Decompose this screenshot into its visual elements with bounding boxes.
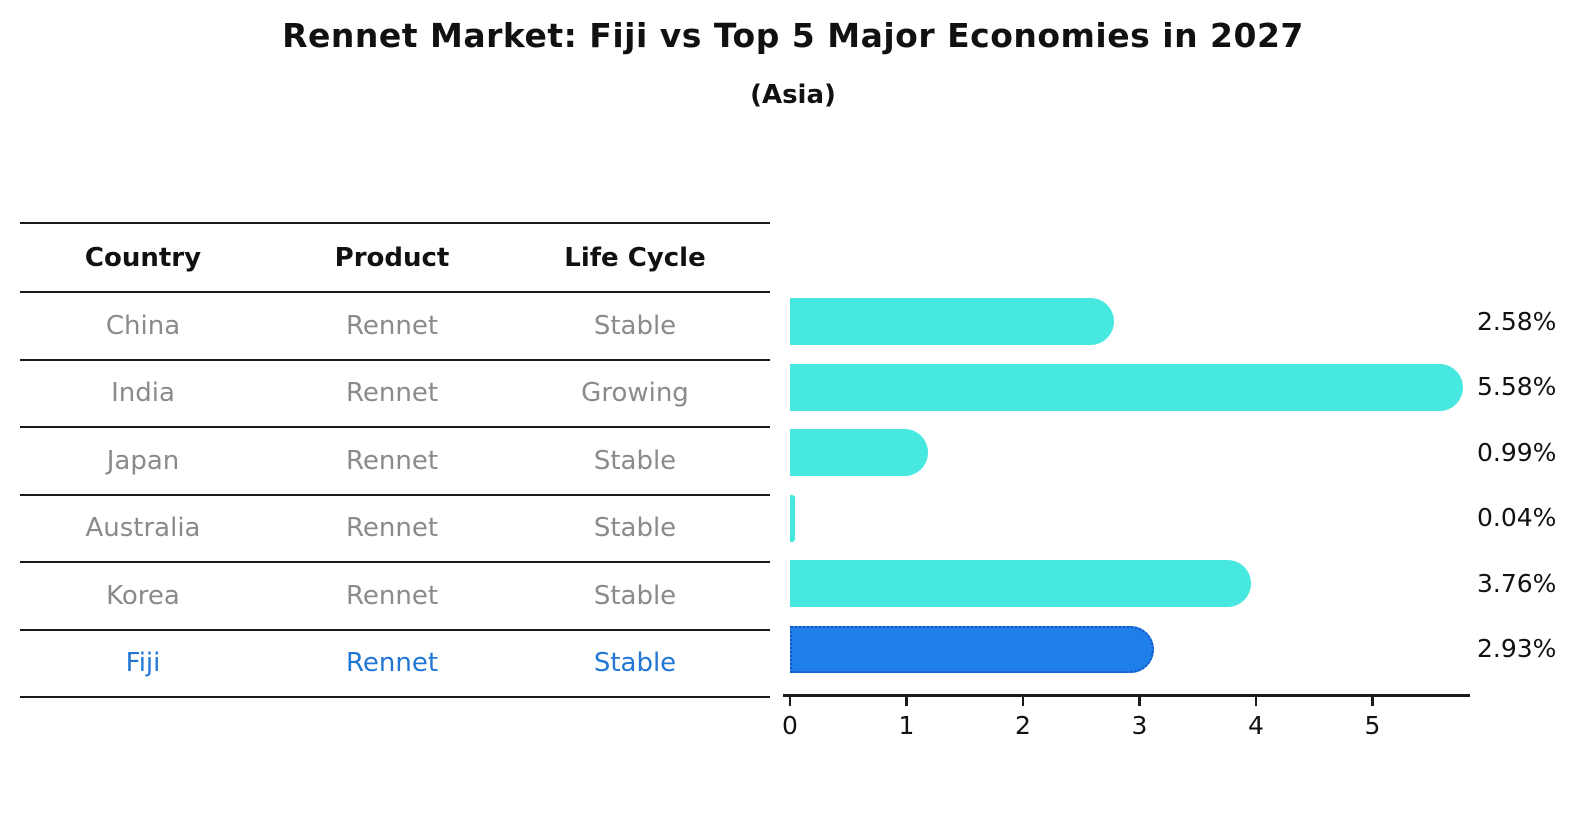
country-cell: Korea [106, 580, 180, 611]
chart-subtitle: (Asia) [750, 80, 836, 110]
country-cell: Japan [106, 445, 180, 476]
product-cell: Rennet [345, 378, 439, 409]
value-label: 5.58% [1477, 372, 1557, 402]
table-row: Korea Rennet Stable [20, 563, 770, 631]
x-axis-tick-label: 3 [1131, 711, 1148, 740]
value-label: 0.99% [1477, 437, 1557, 467]
x-axis-tick-label: 1 [898, 711, 915, 740]
product-cell: Rennet [345, 445, 439, 476]
value-label: 2.93% [1477, 634, 1557, 664]
product-cell: Rennet [345, 648, 439, 679]
x-axis-line [783, 694, 1470, 697]
life-cycle-cell: Stable [593, 580, 677, 611]
x-axis-tick [905, 695, 908, 706]
value-label: 0.04% [1477, 503, 1557, 533]
table-row: Japan Rennet Stable [20, 428, 770, 496]
bar-china [790, 298, 1114, 346]
life-cycle-cell: Stable [593, 648, 677, 679]
country-table: Country Product Life Cycle China Rennet … [20, 222, 770, 698]
bar-india [790, 363, 1464, 411]
life-cycle-cell: Stable [593, 445, 677, 476]
country-cell: Australia [85, 513, 201, 544]
bar-fiji-highlighted [790, 625, 1155, 673]
chart-title: Rennet Market: Fiji vs Top 5 Major Econo… [282, 16, 1304, 55]
country-cell: Fiji [125, 648, 161, 679]
product-cell: Rennet [345, 513, 439, 544]
bar-korea [790, 560, 1252, 608]
bar-australia [790, 494, 795, 542]
x-axis-tick-label: 5 [1364, 711, 1381, 740]
x-axis-tick [1138, 695, 1141, 706]
product-cell: Rennet [345, 310, 439, 341]
x-axis-tick [1254, 695, 1258, 706]
x-axis-tick-label: 2 [1015, 711, 1031, 740]
value-label: 3.76% [1477, 568, 1557, 598]
bar-japan [790, 429, 929, 477]
table-row: Australia Rennet Stable [20, 496, 770, 563]
table-row: China Rennet Stable [20, 293, 770, 361]
product-cell: Rennet [345, 580, 439, 611]
x-axis-tick-label: 0 [782, 711, 798, 740]
table-row-fiji-highlighted: Fiji Rennet Stable [20, 631, 770, 698]
column-header-life-cycle: Life Cycle [564, 242, 706, 273]
life-cycle-cell: Stable [593, 310, 677, 341]
column-header-product: Product [334, 242, 450, 273]
country-cell: China [105, 310, 181, 341]
column-header-country: Country [84, 242, 202, 273]
x-axis-tick [1021, 695, 1025, 706]
value-label: 2.58% [1477, 306, 1557, 336]
x-axis-tick [1371, 695, 1374, 706]
country-cell: India [111, 378, 175, 409]
x-axis-tick-label: 4 [1248, 711, 1264, 740]
table-header-row: Country Product Life Cycle [20, 222, 770, 293]
life-cycle-cell: Stable [593, 513, 677, 544]
life-cycle-cell: Growing [581, 378, 689, 409]
table-row: India Rennet Growing [20, 361, 770, 428]
x-axis-tick [788, 695, 792, 706]
